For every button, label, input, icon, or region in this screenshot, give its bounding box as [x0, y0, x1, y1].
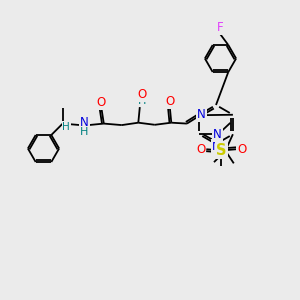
- Text: O: O: [237, 143, 246, 156]
- Text: O: O: [137, 88, 146, 101]
- Text: N: N: [213, 128, 222, 141]
- Text: F: F: [217, 21, 224, 34]
- Text: H: H: [62, 122, 70, 132]
- Text: O: O: [165, 95, 174, 108]
- Text: H: H: [138, 96, 146, 106]
- Text: N: N: [80, 116, 89, 130]
- Text: O: O: [196, 143, 206, 156]
- Text: H: H: [80, 127, 88, 137]
- Text: N: N: [212, 140, 220, 153]
- Text: S: S: [216, 143, 226, 158]
- Text: O: O: [97, 96, 106, 109]
- Text: N: N: [197, 108, 206, 121]
